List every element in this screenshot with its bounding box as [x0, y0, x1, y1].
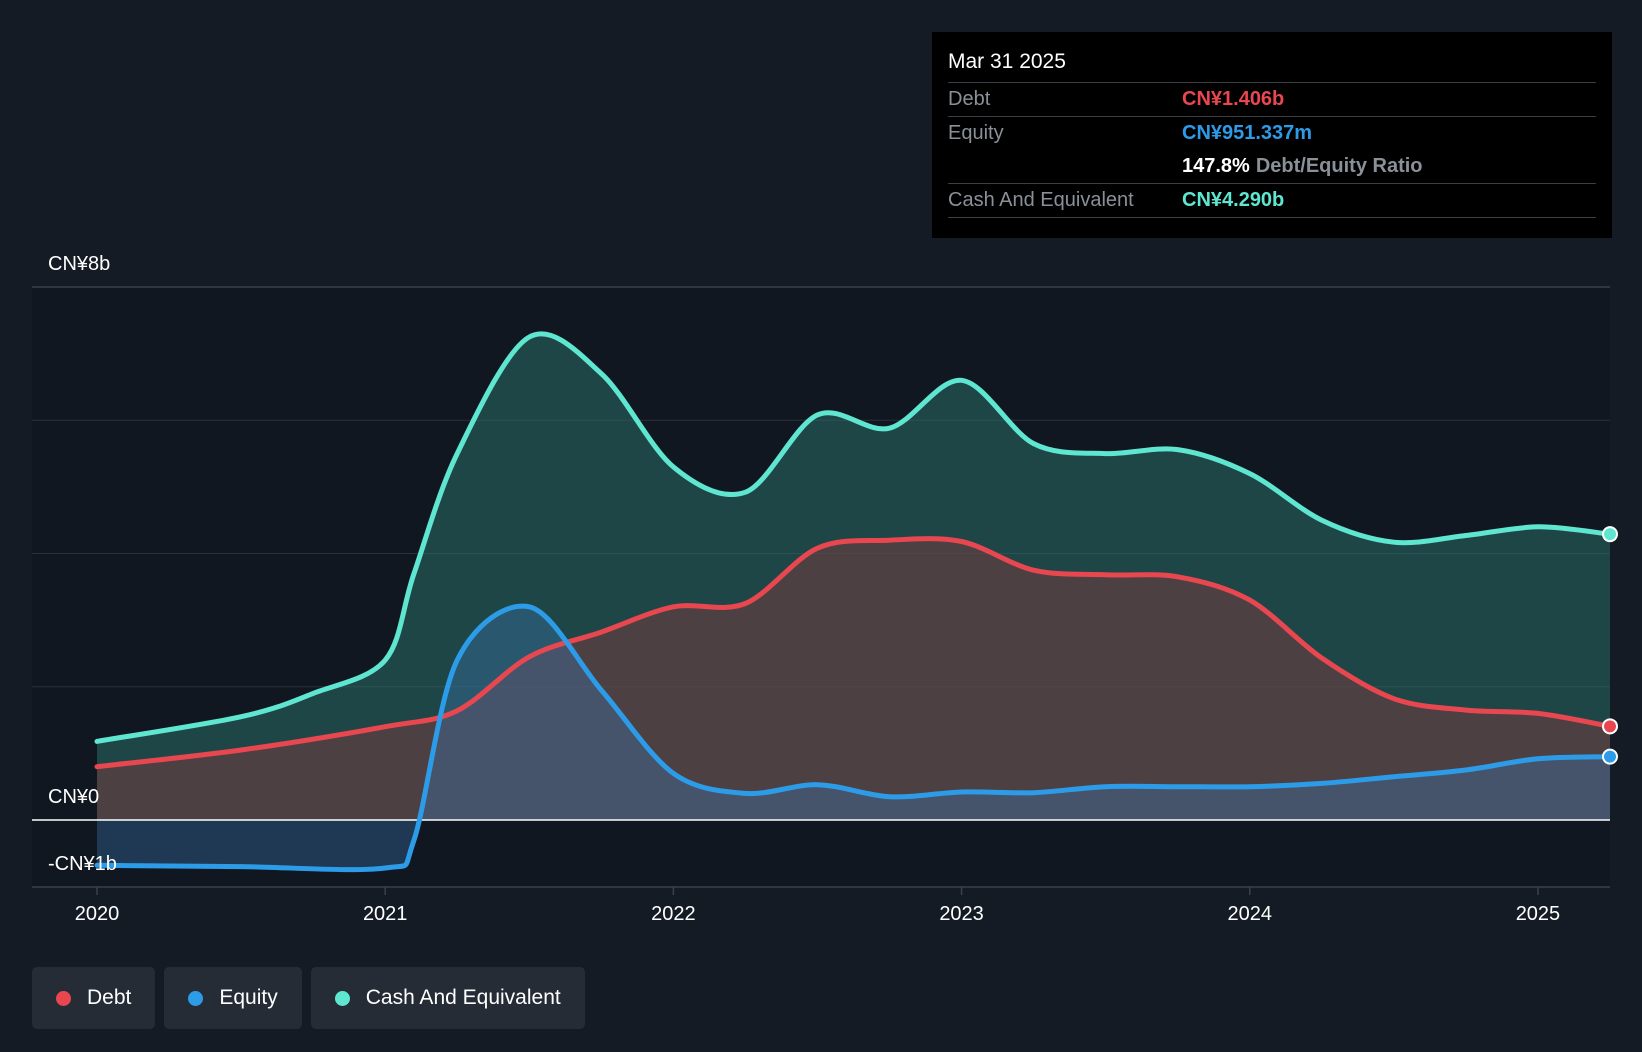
y-axis-top-label: CN¥8b	[48, 253, 110, 275]
series-lines	[94, 331, 1613, 873]
x-tick-label: 2020	[75, 903, 120, 925]
series-endpoints	[1602, 526, 1618, 765]
x-tick-label: 2025	[1516, 903, 1561, 925]
legend-equity-label: Equity	[219, 986, 278, 1009]
tooltip-equity-label: Equity	[948, 122, 1004, 144]
x-axis-ticks: 2020 2021 2022 2023 2024 2025	[75, 887, 1560, 925]
x-tick-label: 2021	[363, 903, 408, 925]
tooltip-cash-row: Cash And Equivalent CN¥4.290b	[948, 184, 1596, 218]
tooltip-debt-label: Debt	[948, 88, 991, 110]
equity-dot-icon	[188, 990, 204, 1006]
tooltip-panel: Mar 31 2025 Debt CN¥1.406b Equity CN¥951…	[932, 32, 1612, 238]
tooltip-debt-row: Debt CN¥1.406b	[948, 83, 1596, 117]
legend-item-debt[interactable]: Debt	[32, 967, 156, 1029]
cash-dot-icon	[334, 990, 350, 1006]
legend-debt-label: Debt	[87, 986, 132, 1009]
equity-line	[94, 603, 1613, 873]
y-axis-zero-label: CN¥0	[48, 786, 99, 808]
y-axis-bottom-label: -CN¥1b	[48, 853, 117, 875]
tooltip-cash-value: CN¥4.290b	[1182, 189, 1285, 211]
debt-area	[97, 538, 1610, 820]
tooltip-ratio-row: 147.8% Debt/Equity Ratio	[948, 150, 1596, 184]
tooltip-equity-row: Equity CN¥951.337m	[948, 117, 1596, 150]
x-tick-label: 2024	[1228, 903, 1273, 925]
legend-cash-label: Cash And Equivalent	[365, 986, 561, 1009]
debt-line	[94, 536, 1613, 770]
x-tick-label: 2023	[939, 903, 984, 925]
cash-line	[94, 331, 1613, 744]
tooltip-equity-value: CN¥951.337m	[1182, 122, 1313, 144]
tooltip-debt-value: CN¥1.406b	[1182, 88, 1285, 110]
debt-dot-icon	[56, 990, 71, 1006]
equity-area	[97, 606, 1610, 870]
debt-endpoint	[1602, 718, 1618, 735]
legend: Debt Equity Cash And Equivalent	[32, 967, 585, 1029]
tooltip-cash-label: Cash And Equivalent	[948, 189, 1134, 211]
tooltip-date: Mar 31 2025	[948, 46, 1596, 83]
legend-item-cash[interactable]: Cash And Equivalent	[310, 967, 585, 1029]
cash-endpoint	[1602, 526, 1618, 543]
equity-endpoint	[1602, 748, 1618, 765]
tooltip-ratio-value: 147.8%	[1182, 155, 1250, 177]
x-tick-label: 2022	[651, 903, 696, 925]
legend-item-equity[interactable]: Equity	[164, 967, 302, 1029]
tooltip-ratio-label: Debt/Equity Ratio	[1255, 155, 1423, 177]
